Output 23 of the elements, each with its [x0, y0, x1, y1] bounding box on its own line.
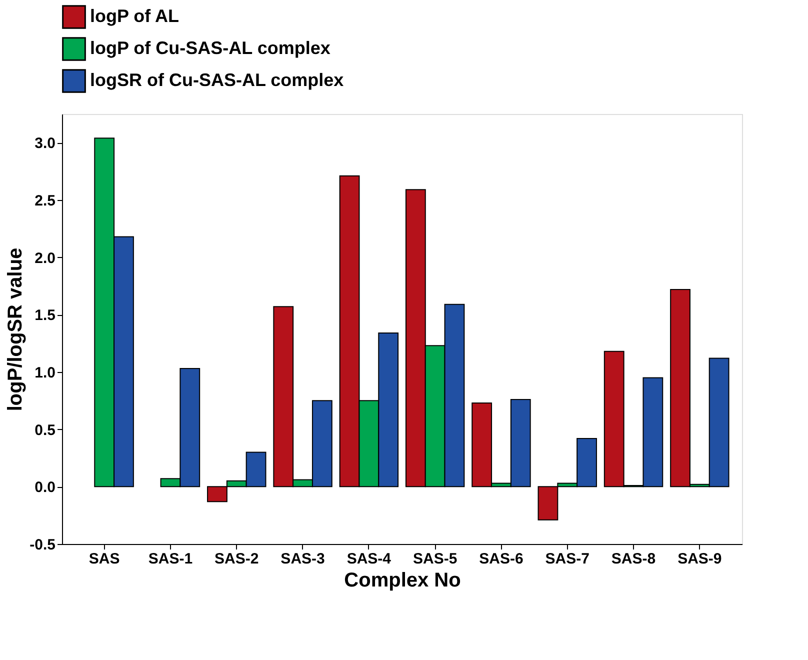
x-tick-label: SAS-4 [346, 550, 392, 568]
y-tick-label: 1.5 [34, 307, 56, 324]
x-tick-label: SAS-6 [479, 550, 524, 568]
y-tick-label: 2.5 [34, 192, 56, 210]
x-axis-title: Complex No [344, 570, 461, 592]
y-axis-title: logP/logSR value [4, 248, 27, 412]
y-tick-label: 3.0 [34, 135, 56, 152]
x-tick-label: SAS-8 [611, 550, 656, 568]
y-tick-label: 0.0 [34, 479, 56, 496]
x-tick-label: SAS-1 [148, 550, 193, 568]
legend-label: logP of Cu-SAS-AL complex [90, 38, 330, 58]
y-tick-label: 0.5 [34, 422, 56, 439]
x-tick-label: SAS-9 [678, 550, 722, 568]
y-tick-label: 1.0 [34, 364, 56, 382]
legend-label: logP of AL [90, 6, 179, 26]
x-tick-label: SAS-3 [280, 550, 325, 568]
x-tick-label: SAS-5 [412, 550, 458, 568]
x-tick-label: SAS-2 [214, 550, 259, 568]
x-tick-label: SAS [88, 550, 120, 568]
x-tick-label: SAS-7 [545, 550, 590, 568]
y-tick-label: 2.0 [34, 250, 56, 267]
legend-label: logSR of Cu-SAS-AL complex [90, 70, 344, 90]
y-tick-label: -0.5 [30, 536, 56, 554]
